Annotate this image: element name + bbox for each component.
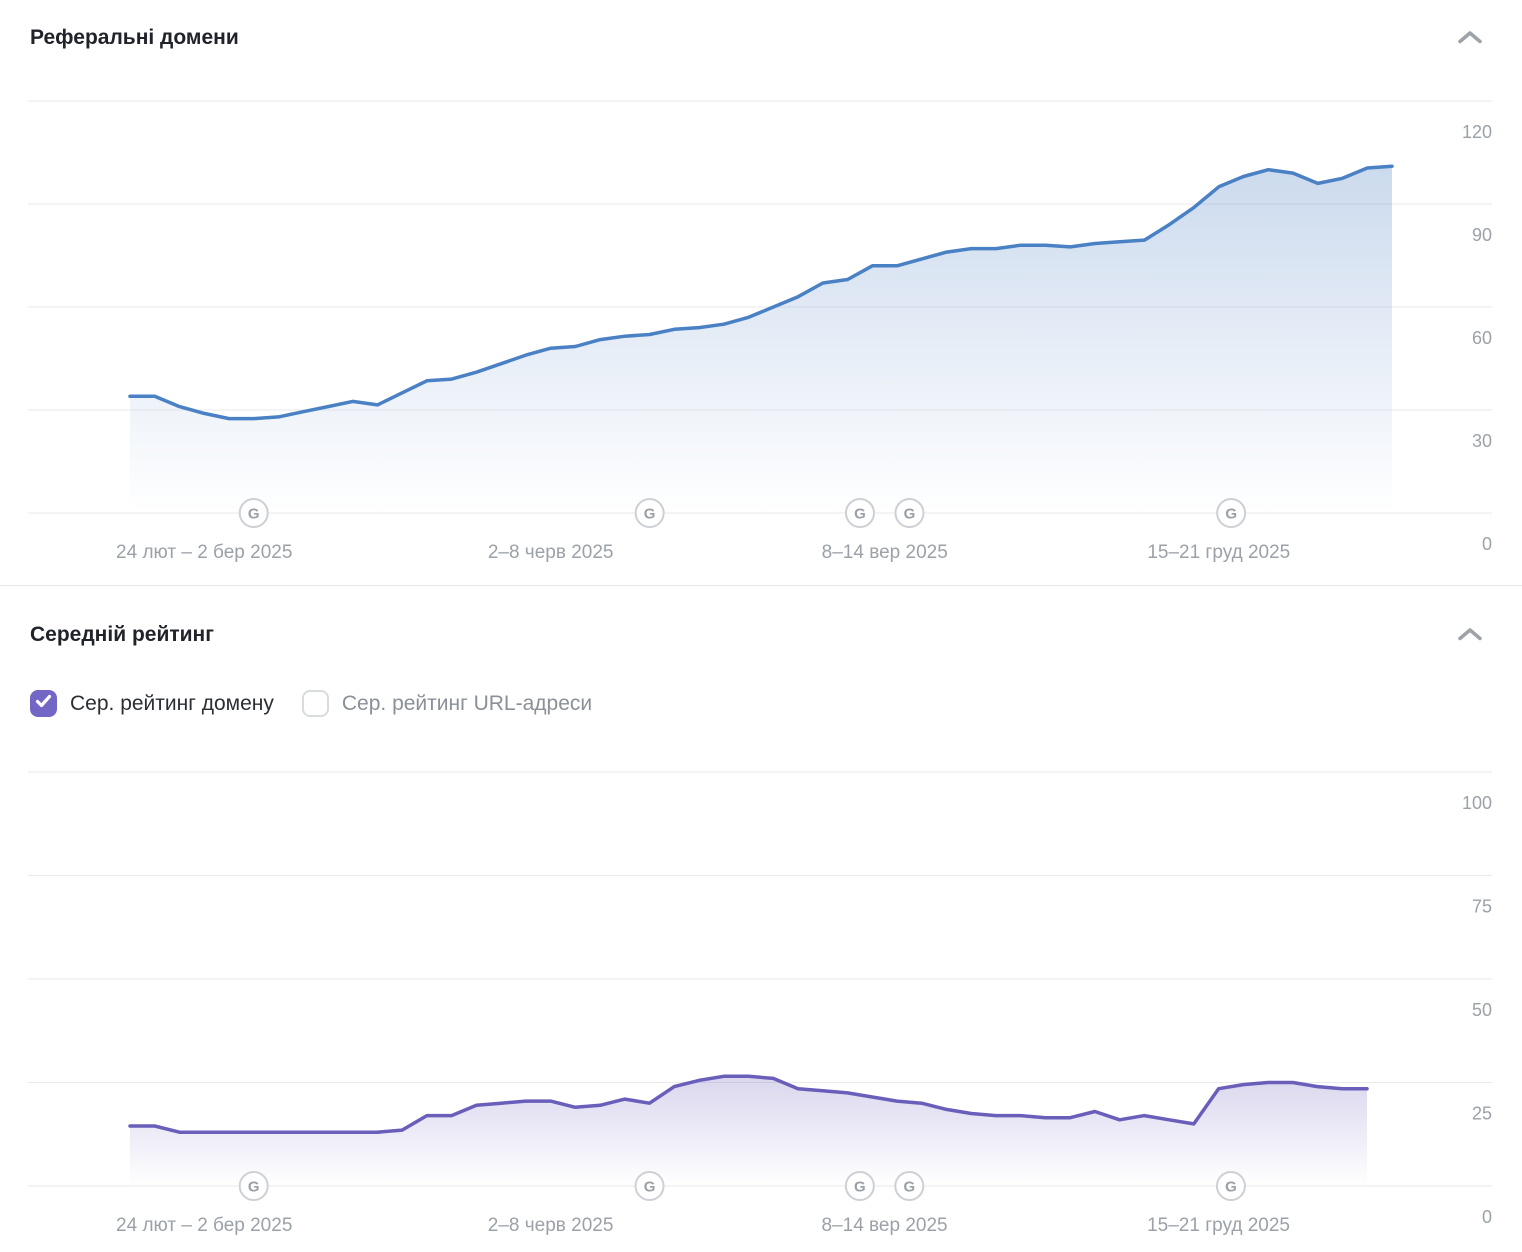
y-axis-tick-label: 100 bbox=[1462, 793, 1492, 813]
legend-item-url-rating[interactable]: Сер. рейтинг URL-адреси bbox=[301, 690, 593, 717]
google-icon: G bbox=[854, 506, 866, 523]
google-icon: G bbox=[644, 1179, 656, 1196]
series-line bbox=[128, 1074, 1369, 1134]
chevron-up-icon bbox=[1457, 30, 1483, 48]
x-axis-tick-label: 15–21 груд 2025 bbox=[1147, 542, 1290, 563]
avg-rating-chart[interactable]: 0 25 50 75 100 G G G G G 24 лют – 2 бер 2025 2–8 че… bbox=[0, 585, 1522, 1252]
section-divider bbox=[0, 585, 1522, 586]
checkmark-icon bbox=[35, 694, 52, 713]
google-icon: G bbox=[248, 1179, 260, 1196]
collapse-referring-domains-button[interactable] bbox=[1450, 25, 1490, 53]
google-icon: G bbox=[1225, 1179, 1237, 1196]
chevron-up-icon bbox=[1457, 627, 1483, 645]
y-axis-tick-label: 90 bbox=[1472, 225, 1492, 245]
url-rating-checkbox[interactable] bbox=[301, 690, 329, 717]
avg-rating-title: Середній рейтинг bbox=[30, 623, 214, 646]
collapse-avg-rating-button[interactable] bbox=[1450, 622, 1490, 650]
google-update-marker[interactable] bbox=[1215, 1171, 1246, 1201]
google-update-marker[interactable] bbox=[894, 1171, 925, 1201]
google-update-marker[interactable] bbox=[238, 498, 269, 528]
x-axis-tick-label: 8–14 вер 2025 bbox=[822, 542, 948, 563]
x-axis-tick-label: 15–21 груд 2025 bbox=[1147, 1215, 1290, 1236]
series-area-fill bbox=[130, 1076, 1367, 1186]
x-axis-tick-label: 24 лют – 2 бер 2025 bbox=[116, 1215, 292, 1236]
legend-item-domain-rating[interactable]: Сер. рейтинг домену bbox=[30, 690, 274, 717]
y-axis-tick-label: 0 bbox=[1482, 534, 1492, 554]
google-update-marker[interactable] bbox=[894, 498, 925, 528]
x-axis-tick-label: 2–8 черв 2025 bbox=[488, 542, 614, 563]
google-update-marker[interactable] bbox=[238, 1171, 269, 1201]
x-axis-tick-label: 8–14 вер 2025 bbox=[822, 1215, 948, 1236]
series-area-fill bbox=[130, 166, 1392, 513]
avg-rating-legend: Сер. рейтинг домену Сер. рейтинг URL-адр… bbox=[30, 690, 592, 717]
google-icon: G bbox=[644, 506, 656, 523]
series-line bbox=[128, 164, 1394, 421]
google-update-marker[interactable] bbox=[1216, 498, 1247, 528]
google-update-marker[interactable] bbox=[844, 1171, 875, 1201]
google-icon: G bbox=[904, 506, 916, 523]
x-axis-tick-label: 2–8 черв 2025 bbox=[488, 1215, 614, 1236]
y-axis-tick-label: 120 bbox=[1462, 122, 1492, 142]
google-icon: G bbox=[903, 1179, 915, 1196]
google-icon: G bbox=[248, 506, 260, 523]
domain-rating-label: Сер. рейтинг домену bbox=[70, 692, 274, 715]
y-axis-tick-label: 50 bbox=[1472, 1000, 1492, 1020]
referring-domains-title: Реферальні домени bbox=[30, 26, 239, 49]
google-update-marker[interactable] bbox=[634, 498, 665, 528]
y-axis-tick-label: 75 bbox=[1472, 897, 1492, 917]
y-axis-tick-label: 0 bbox=[1482, 1207, 1492, 1227]
referring-domains-chart[interactable]: 0 30 60 90 120 G G G G G 24 лют – 2 бер 2025 2–8 че… bbox=[0, 0, 1522, 585]
x-axis-tick-label: 24 лют – 2 бер 2025 bbox=[116, 542, 292, 563]
domain-rating-checkbox[interactable] bbox=[30, 690, 57, 717]
url-rating-label: Сер. рейтинг URL-адреси bbox=[341, 692, 593, 715]
y-axis-tick-label: 30 bbox=[1472, 431, 1492, 451]
y-axis-tick-label: 25 bbox=[1472, 1104, 1492, 1124]
y-axis-tick-label: 60 bbox=[1472, 328, 1492, 348]
google-icon: G bbox=[854, 1179, 866, 1196]
google-update-marker[interactable] bbox=[634, 1171, 665, 1201]
google-update-marker[interactable] bbox=[844, 498, 875, 528]
google-icon: G bbox=[1225, 506, 1237, 523]
